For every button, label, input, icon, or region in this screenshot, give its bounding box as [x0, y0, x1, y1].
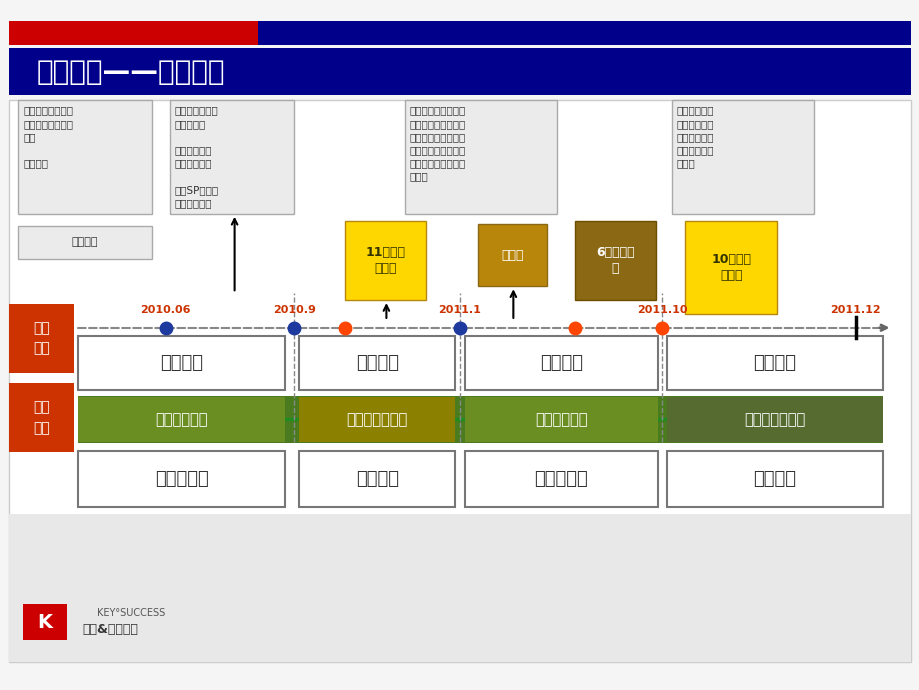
Bar	[78, 451, 285, 507]
Text: K: K	[38, 613, 52, 632]
Text: 第一阶段: 第一阶段	[160, 354, 203, 372]
Bar	[78, 397, 285, 442]
Text: 商业价值深化期: 商业价值深化期	[743, 412, 805, 427]
Bar	[666, 451, 882, 507]
Text: 塑造影响力: 塑造影响力	[154, 470, 209, 488]
Text: 软文出街: 软文出街	[72, 237, 98, 247]
Bar	[671, 100, 813, 214]
Text: 重要
节点: 重要 节点	[33, 321, 50, 355]
Bar	[9, 383, 74, 452]
Bar	[9, 304, 74, 373]
Bar	[574, 221, 655, 300]
Bar	[299, 336, 455, 390]
Bar	[170, 100, 294, 214]
Text: 第二阶段: 第二阶段	[356, 354, 398, 372]
Bar	[9, 21, 257, 45]
Text: 市区、户外阵地选
址。区域外接待点
进场

项目动工: 市区、户外阵地选 址。区域外接待点 进场 项目动工	[23, 106, 73, 168]
Bar	[685, 221, 777, 314]
Bar	[9, 48, 910, 95]
Text: KEY°SUCCESS: KEY°SUCCESS	[96, 608, 165, 618]
Bar	[78, 396, 882, 443]
Text: 营销策略——推广策略: 营销策略——推广策略	[37, 58, 225, 86]
Bar	[23, 604, 67, 640]
Text: 11月第一
波开盘: 11月第一 波开盘	[365, 246, 405, 275]
Bar	[18, 100, 152, 214]
Text: 推广
主题: 推广 主题	[33, 400, 50, 435]
Bar	[18, 226, 152, 259]
Bar	[478, 224, 547, 286]
Bar	[404, 100, 556, 214]
Bar	[464, 336, 657, 390]
Bar	[666, 336, 882, 390]
Text: 2011.1: 2011.1	[438, 306, 481, 315]
Bar	[78, 336, 285, 390]
Text: 第三波广告攻
势：强化商业
价值、生活演
绎等展示项目
优势。: 第三波广告攻 势：强化商业 价值、生活演 绎等展示项目 优势。	[675, 106, 713, 168]
Text: 波开盘: 波开盘	[501, 249, 524, 262]
Bar	[257, 21, 910, 45]
Text: 商业强化: 商业强化	[753, 470, 796, 488]
Text: 10月第三
波开盘: 10月第三 波开盘	[710, 253, 751, 282]
Text: 价值筑底: 价值筑底	[356, 470, 398, 488]
Bar	[464, 397, 657, 442]
Text: 核心化价值建立: 核心化价值建立	[346, 412, 407, 427]
Text: 2011.10: 2011.10	[637, 306, 686, 315]
Text: 2010.9: 2010.9	[273, 306, 315, 315]
Text: 影响力塑造期: 影响力塑造期	[155, 412, 208, 427]
Text: 产品价值深化: 产品价值深化	[534, 412, 587, 427]
Bar	[464, 451, 657, 507]
Bar	[9, 514, 910, 662]
Text: 2010.06: 2010.06	[141, 306, 190, 315]
Text: 第二波广告攻势：强
调热销，营销活动为
主，强调参与性，全
市覆盖，到达为主要
目的，楼盘形象深入
人心。: 第二波广告攻势：强 调热销，营销活动为 主，强调参与性，全 市覆盖，到达为主要 …	[409, 106, 465, 181]
Text: 第四阶段: 第四阶段	[753, 354, 796, 372]
Text: 楼书完成、销售
道具完成。

第一波广告出
街：报纸电视

举行SP活动、
产品发布会。: 楼书完成、销售 道具完成。 第一波广告出 街：报纸电视 举行SP活动、 产品发布…	[175, 106, 219, 208]
Bar	[9, 100, 910, 662]
Bar	[345, 221, 425, 300]
Bar	[666, 397, 882, 442]
Text: 6月商业启
动: 6月商业启 动	[596, 246, 634, 275]
Text: 第三阶段: 第三阶段	[539, 354, 582, 372]
Text: 天启&开启机构: 天启&开启机构	[83, 623, 139, 635]
Text: 生活化定义: 生活化定义	[534, 470, 587, 488]
Text: 2011.12: 2011.12	[829, 306, 880, 315]
Bar	[299, 397, 455, 442]
Bar	[299, 451, 455, 507]
